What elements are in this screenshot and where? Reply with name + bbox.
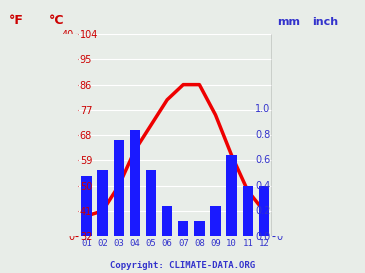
Bar	[130, 130, 140, 236]
Bar	[210, 206, 221, 236]
Text: °F: °F	[9, 14, 24, 27]
Bar	[242, 186, 253, 236]
Text: Copyright: CLIMATE-DATA.ORG: Copyright: CLIMATE-DATA.ORG	[110, 261, 255, 270]
Bar	[146, 170, 156, 236]
Bar	[97, 170, 108, 236]
Bar	[259, 186, 269, 236]
Bar	[162, 206, 172, 236]
Bar	[194, 221, 205, 236]
Bar	[226, 155, 237, 236]
Bar	[81, 176, 92, 236]
Text: inch: inch	[312, 17, 338, 27]
Text: mm: mm	[277, 17, 300, 27]
Bar	[178, 221, 188, 236]
Text: °C: °C	[49, 14, 64, 27]
Bar	[114, 140, 124, 236]
